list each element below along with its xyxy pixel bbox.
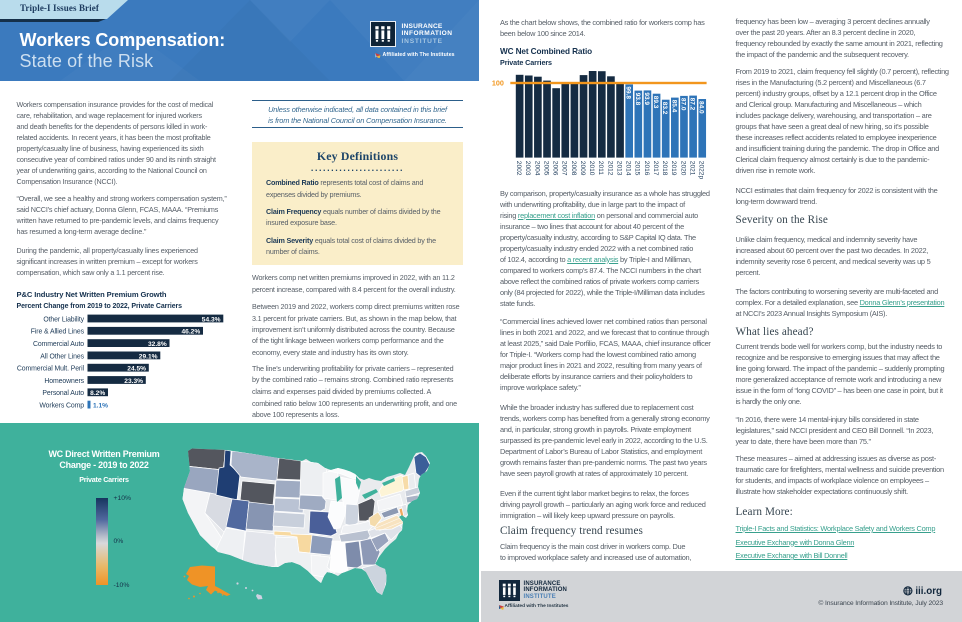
svg-text:2020: 2020 <box>679 161 686 176</box>
svg-text:2006: 2006 <box>552 161 559 176</box>
svg-text:2017: 2017 <box>652 161 659 176</box>
svg-text:46.2%: 46.2% <box>181 329 200 336</box>
svg-text:54.3%: 54.3% <box>202 316 221 323</box>
svg-text:2013: 2013 <box>615 161 622 176</box>
svg-text:29.1%: 29.1% <box>139 353 158 360</box>
svg-text:2022p: 2022p <box>698 161 705 180</box>
svg-text:2002: 2002 <box>515 161 522 176</box>
svg-text:2003: 2003 <box>524 161 531 176</box>
svg-text:87.0: 87.0 <box>679 98 686 111</box>
svg-text:23.3%: 23.3% <box>124 378 143 385</box>
svg-text:2014: 2014 <box>625 161 632 176</box>
svg-text:93.8: 93.8 <box>634 93 641 106</box>
svg-text:2021: 2021 <box>688 161 695 176</box>
svg-text:1.1%: 1.1% <box>93 403 108 410</box>
svg-text:24.5%: 24.5% <box>127 366 146 373</box>
svg-text:Commercial Mult. Peril: Commercial Mult. Peril <box>17 366 85 373</box>
svg-text:2015: 2015 <box>634 161 641 176</box>
svg-text:84.0: 84.0 <box>698 101 705 114</box>
svg-text:Homeowners: Homeowners <box>44 378 84 385</box>
svg-text:8.2%: 8.2% <box>90 390 105 397</box>
svg-text:99.8: 99.8 <box>625 86 632 99</box>
svg-text:Workers Comp: Workers Comp <box>39 403 84 410</box>
svg-text:All Other Lines: All Other Lines <box>40 353 84 360</box>
svg-text:2016: 2016 <box>643 161 650 176</box>
svg-text:87.2: 87.2 <box>689 98 696 111</box>
svg-text:Commercial Auto: Commercial Auto <box>33 341 84 348</box>
svg-text:2007: 2007 <box>561 161 568 176</box>
svg-text:2008: 2008 <box>570 161 577 176</box>
svg-text:93.9: 93.9 <box>643 92 650 105</box>
svg-text:Fire & Allied Lines: Fire & Allied Lines <box>31 329 85 336</box>
svg-text:2004: 2004 <box>533 161 540 176</box>
svg-text:2012: 2012 <box>606 161 613 176</box>
svg-text:2010: 2010 <box>588 161 595 176</box>
svg-text:2011: 2011 <box>597 161 604 176</box>
svg-text:2019: 2019 <box>670 161 677 176</box>
svg-text:2018: 2018 <box>661 161 668 176</box>
svg-text:85.4: 85.4 <box>670 100 677 113</box>
svg-text:100: 100 <box>492 79 504 88</box>
svg-text:2009: 2009 <box>579 161 586 176</box>
svg-text:89.3: 89.3 <box>652 96 659 109</box>
svg-text:Personal Auto: Personal Auto <box>42 390 84 397</box>
svg-text:83.2: 83.2 <box>661 102 668 115</box>
svg-text:2005: 2005 <box>542 161 549 176</box>
svg-text:Other Liability: Other Liability <box>43 316 84 323</box>
svg-text:32.8%: 32.8% <box>148 341 167 348</box>
